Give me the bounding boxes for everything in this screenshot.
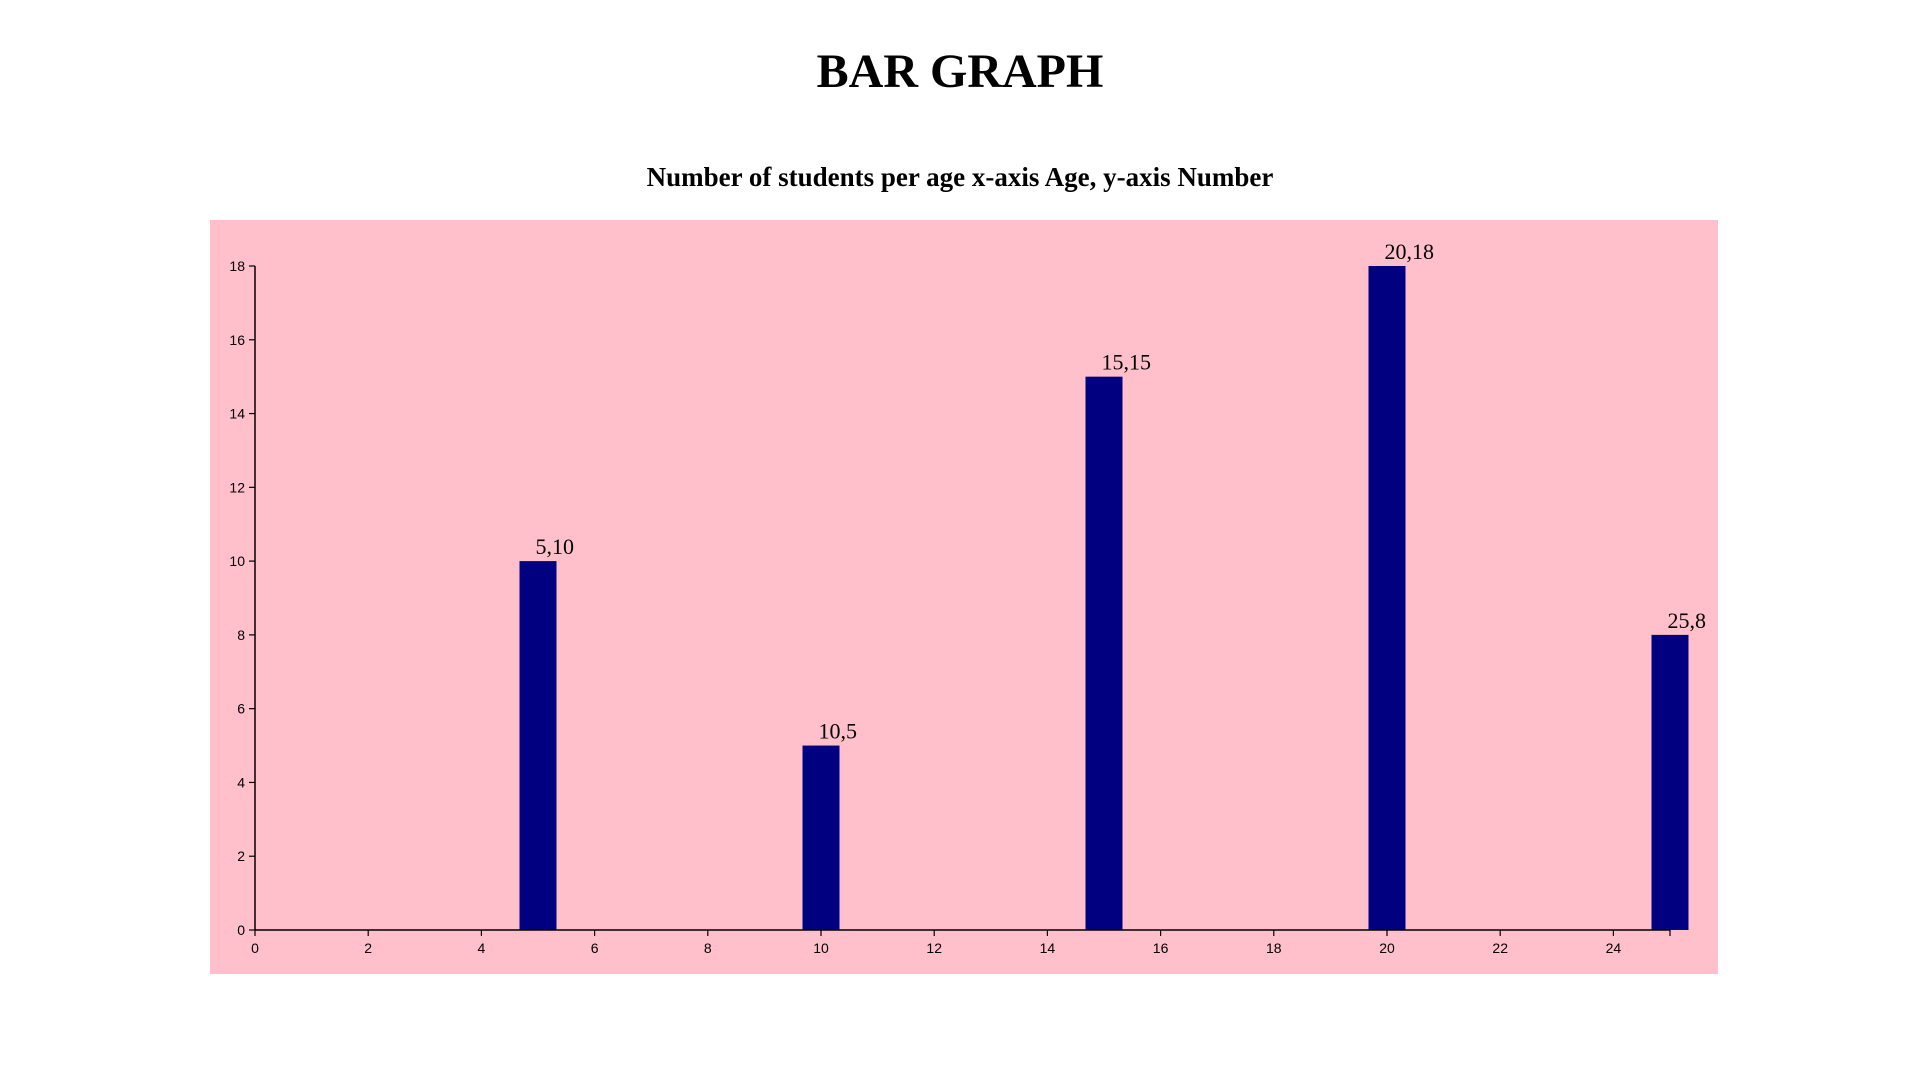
x-tick-label: 20: [1379, 940, 1395, 956]
x-tick-label: 24: [1606, 940, 1622, 956]
x-tick-label: 0: [251, 940, 259, 956]
y-tick-label: 2: [237, 848, 245, 864]
x-tick-label: 6: [591, 940, 599, 956]
y-tick-label: 10: [229, 553, 245, 569]
y-tick-label: 16: [229, 332, 245, 348]
x-tick-label: 4: [478, 940, 486, 956]
bar: [1651, 634, 1689, 930]
data-label: 10,5: [819, 719, 858, 744]
x-tick-label: 2: [364, 940, 372, 956]
page-title: BAR GRAPH: [816, 45, 1104, 98]
y-tick-label: 4: [237, 774, 245, 790]
plot-background: [210, 220, 1718, 974]
x-tick-label: 22: [1492, 940, 1508, 956]
y-tick-label: 14: [229, 406, 245, 422]
data-label: 15,15: [1102, 350, 1152, 375]
y-tick-label: 12: [229, 479, 245, 495]
x-tick-label: 8: [704, 940, 712, 956]
y-tick-label: 0: [237, 922, 245, 938]
x-tick-label: 12: [926, 940, 942, 956]
y-tick-label: 6: [237, 701, 245, 717]
data-label: 25,8: [1668, 608, 1707, 633]
axes-layer: [249, 265, 1671, 936]
x-tick-label: 14: [1040, 940, 1056, 956]
bar: [1085, 376, 1123, 930]
x-tick-label: 10: [813, 940, 829, 956]
bars-layer: [519, 266, 1689, 930]
data-label: 20,18: [1385, 239, 1435, 264]
x-tick-label: 18: [1266, 940, 1282, 956]
data-label: 5,10: [536, 534, 575, 559]
x-tick-label: 16: [1153, 940, 1169, 956]
bar: [519, 561, 557, 930]
bar: [802, 745, 840, 930]
y-tick-label: 8: [237, 627, 245, 643]
bar: [1368, 266, 1406, 930]
chart-subtitle: Number of students per age x-axis Age, y…: [646, 162, 1274, 192]
y-tick-label: 18: [229, 258, 245, 274]
